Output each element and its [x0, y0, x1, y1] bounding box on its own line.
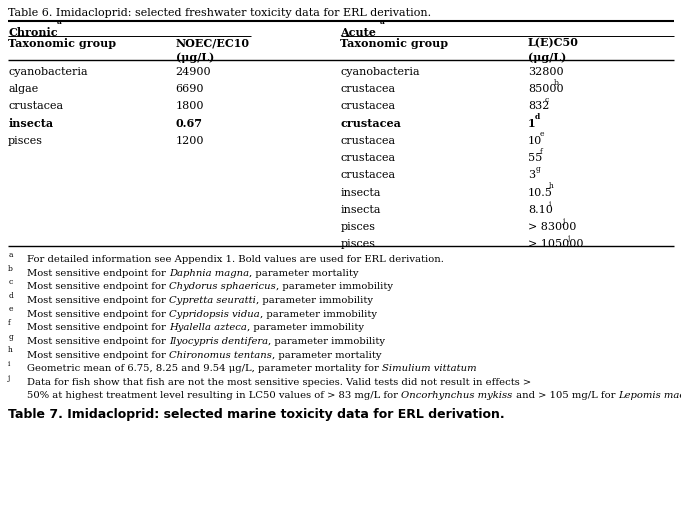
Text: pisces: pisces — [340, 239, 375, 249]
Text: crustacea: crustacea — [340, 170, 396, 180]
Text: Most sensitive endpoint for: Most sensitive endpoint for — [27, 296, 170, 305]
Text: Table 6. Imidacloprid: selected freshwater toxicity data for ERL derivation.: Table 6. Imidacloprid: selected freshwat… — [8, 8, 431, 18]
Text: algae: algae — [8, 84, 38, 94]
Text: 10: 10 — [528, 136, 542, 146]
Text: Data for fish show that fish are not the most sensitive species. Valid tests did: Data for fish show that fish are not the… — [27, 378, 531, 387]
Text: 32800: 32800 — [528, 67, 563, 77]
Text: Cypretta seuratti: Cypretta seuratti — [170, 296, 256, 305]
Text: Ilyocypris dentifera: Ilyocypris dentifera — [170, 337, 268, 346]
Text: Most sensitive endpoint for: Most sensitive endpoint for — [27, 337, 170, 346]
Text: cyanobacteria: cyanobacteria — [8, 67, 88, 77]
Text: a: a — [8, 251, 13, 259]
Text: Chydorus sphaericus: Chydorus sphaericus — [170, 282, 276, 291]
Text: 1200: 1200 — [176, 136, 204, 146]
Text: Most sensitive endpoint for: Most sensitive endpoint for — [27, 351, 170, 359]
Text: > 83000: > 83000 — [528, 222, 576, 232]
Text: Most sensitive endpoint for: Most sensitive endpoint for — [27, 310, 170, 319]
Text: j: j — [8, 374, 10, 381]
Text: pisces: pisces — [340, 222, 375, 232]
Text: , parameter immobility: , parameter immobility — [256, 296, 373, 305]
Text: , parameter mortality: , parameter mortality — [249, 269, 359, 278]
Text: Chronic: Chronic — [8, 27, 58, 38]
Text: , parameter mortality: , parameter mortality — [272, 351, 381, 359]
Text: 55: 55 — [528, 153, 542, 163]
Text: > 105000: > 105000 — [528, 239, 583, 249]
Text: Chironomus tentans: Chironomus tentans — [170, 351, 272, 359]
Text: 0.67: 0.67 — [176, 118, 203, 129]
Text: 50% at highest treatment level resulting in LC50 values of > 83 mg/L for: 50% at highest treatment level resulting… — [27, 391, 401, 400]
Text: b: b — [8, 265, 13, 272]
Text: crustacea: crustacea — [340, 84, 396, 94]
Text: a: a — [57, 18, 62, 26]
Text: insecta: insecta — [340, 205, 381, 215]
Text: 10.5: 10.5 — [528, 188, 553, 198]
Text: f: f — [8, 319, 11, 327]
Text: Most sensitive endpoint for: Most sensitive endpoint for — [27, 269, 170, 278]
Text: b: b — [554, 79, 558, 86]
Text: Most sensitive endpoint for: Most sensitive endpoint for — [27, 282, 170, 291]
Text: and > 105 mg/L for: and > 105 mg/L for — [513, 391, 618, 400]
Text: (μg/L): (μg/L) — [528, 52, 566, 63]
Text: Table 7. Imidacloprid: selected marine toxicity data for ERL derivation.: Table 7. Imidacloprid: selected marine t… — [8, 408, 505, 421]
Text: Cypridopsis vidua: Cypridopsis vidua — [170, 310, 260, 319]
Text: e: e — [8, 305, 13, 313]
Text: NOEC/EC10: NOEC/EC10 — [176, 38, 250, 49]
Text: h: h — [549, 182, 554, 190]
Text: Most sensitive endpoint for: Most sensitive endpoint for — [27, 323, 170, 332]
Text: crustacea: crustacea — [340, 153, 396, 163]
Text: Taxonomic group: Taxonomic group — [8, 38, 116, 49]
Text: crustacea: crustacea — [8, 101, 63, 111]
Text: Hyalella azteca: Hyalella azteca — [170, 323, 247, 332]
Text: crustacea: crustacea — [340, 101, 396, 111]
Text: 832: 832 — [528, 101, 549, 111]
Text: Lepomis macrochirus: Lepomis macrochirus — [618, 391, 681, 400]
Text: Taxonomic group: Taxonomic group — [340, 38, 449, 49]
Text: c: c — [8, 278, 12, 286]
Text: crustacea: crustacea — [340, 118, 401, 129]
Text: d: d — [535, 113, 541, 121]
Text: 24900: 24900 — [176, 67, 211, 77]
Text: Simulium vittatum: Simulium vittatum — [382, 364, 477, 373]
Text: (μg/L): (μg/L) — [176, 52, 214, 63]
Text: crustacea: crustacea — [340, 136, 396, 146]
Text: e: e — [540, 130, 544, 138]
Text: j: j — [567, 234, 570, 242]
Text: pisces: pisces — [8, 136, 43, 146]
Text: , parameter immobility: , parameter immobility — [247, 323, 364, 332]
Text: insecta: insecta — [340, 188, 381, 198]
Text: c: c — [544, 96, 549, 104]
Text: For detailed information see Appendix 1. Bold values are used for ERL derivation: For detailed information see Appendix 1.… — [27, 255, 444, 264]
Text: 3: 3 — [528, 170, 535, 180]
Text: h: h — [8, 346, 13, 354]
Text: 8.10: 8.10 — [528, 205, 553, 215]
Text: insecta: insecta — [8, 118, 53, 129]
Text: Geometric mean of 6.75, 8.25 and 9.54 μg/L, parameter mortality for: Geometric mean of 6.75, 8.25 and 9.54 μg… — [27, 364, 382, 373]
Text: , parameter immobility: , parameter immobility — [276, 282, 393, 291]
Text: Oncorhynchus mykiss: Oncorhynchus mykiss — [401, 391, 513, 400]
Text: g: g — [8, 333, 13, 341]
Text: 6690: 6690 — [176, 84, 204, 94]
Text: j: j — [563, 217, 565, 225]
Text: 1800: 1800 — [176, 101, 204, 111]
Text: cyanobacteria: cyanobacteria — [340, 67, 420, 77]
Text: i: i — [549, 200, 552, 208]
Text: 85000: 85000 — [528, 84, 563, 94]
Text: a: a — [380, 18, 385, 26]
Text: 1: 1 — [528, 118, 535, 129]
Text: i: i — [8, 360, 10, 368]
Text: Acute: Acute — [340, 27, 377, 38]
Text: L(E)C50: L(E)C50 — [528, 38, 579, 49]
Text: d: d — [8, 292, 13, 300]
Text: f: f — [540, 148, 543, 156]
Text: , parameter immobility: , parameter immobility — [268, 337, 385, 346]
Text: , parameter immobility: , parameter immobility — [260, 310, 377, 319]
Text: g: g — [535, 165, 540, 173]
Text: Daphnia magna: Daphnia magna — [170, 269, 249, 278]
